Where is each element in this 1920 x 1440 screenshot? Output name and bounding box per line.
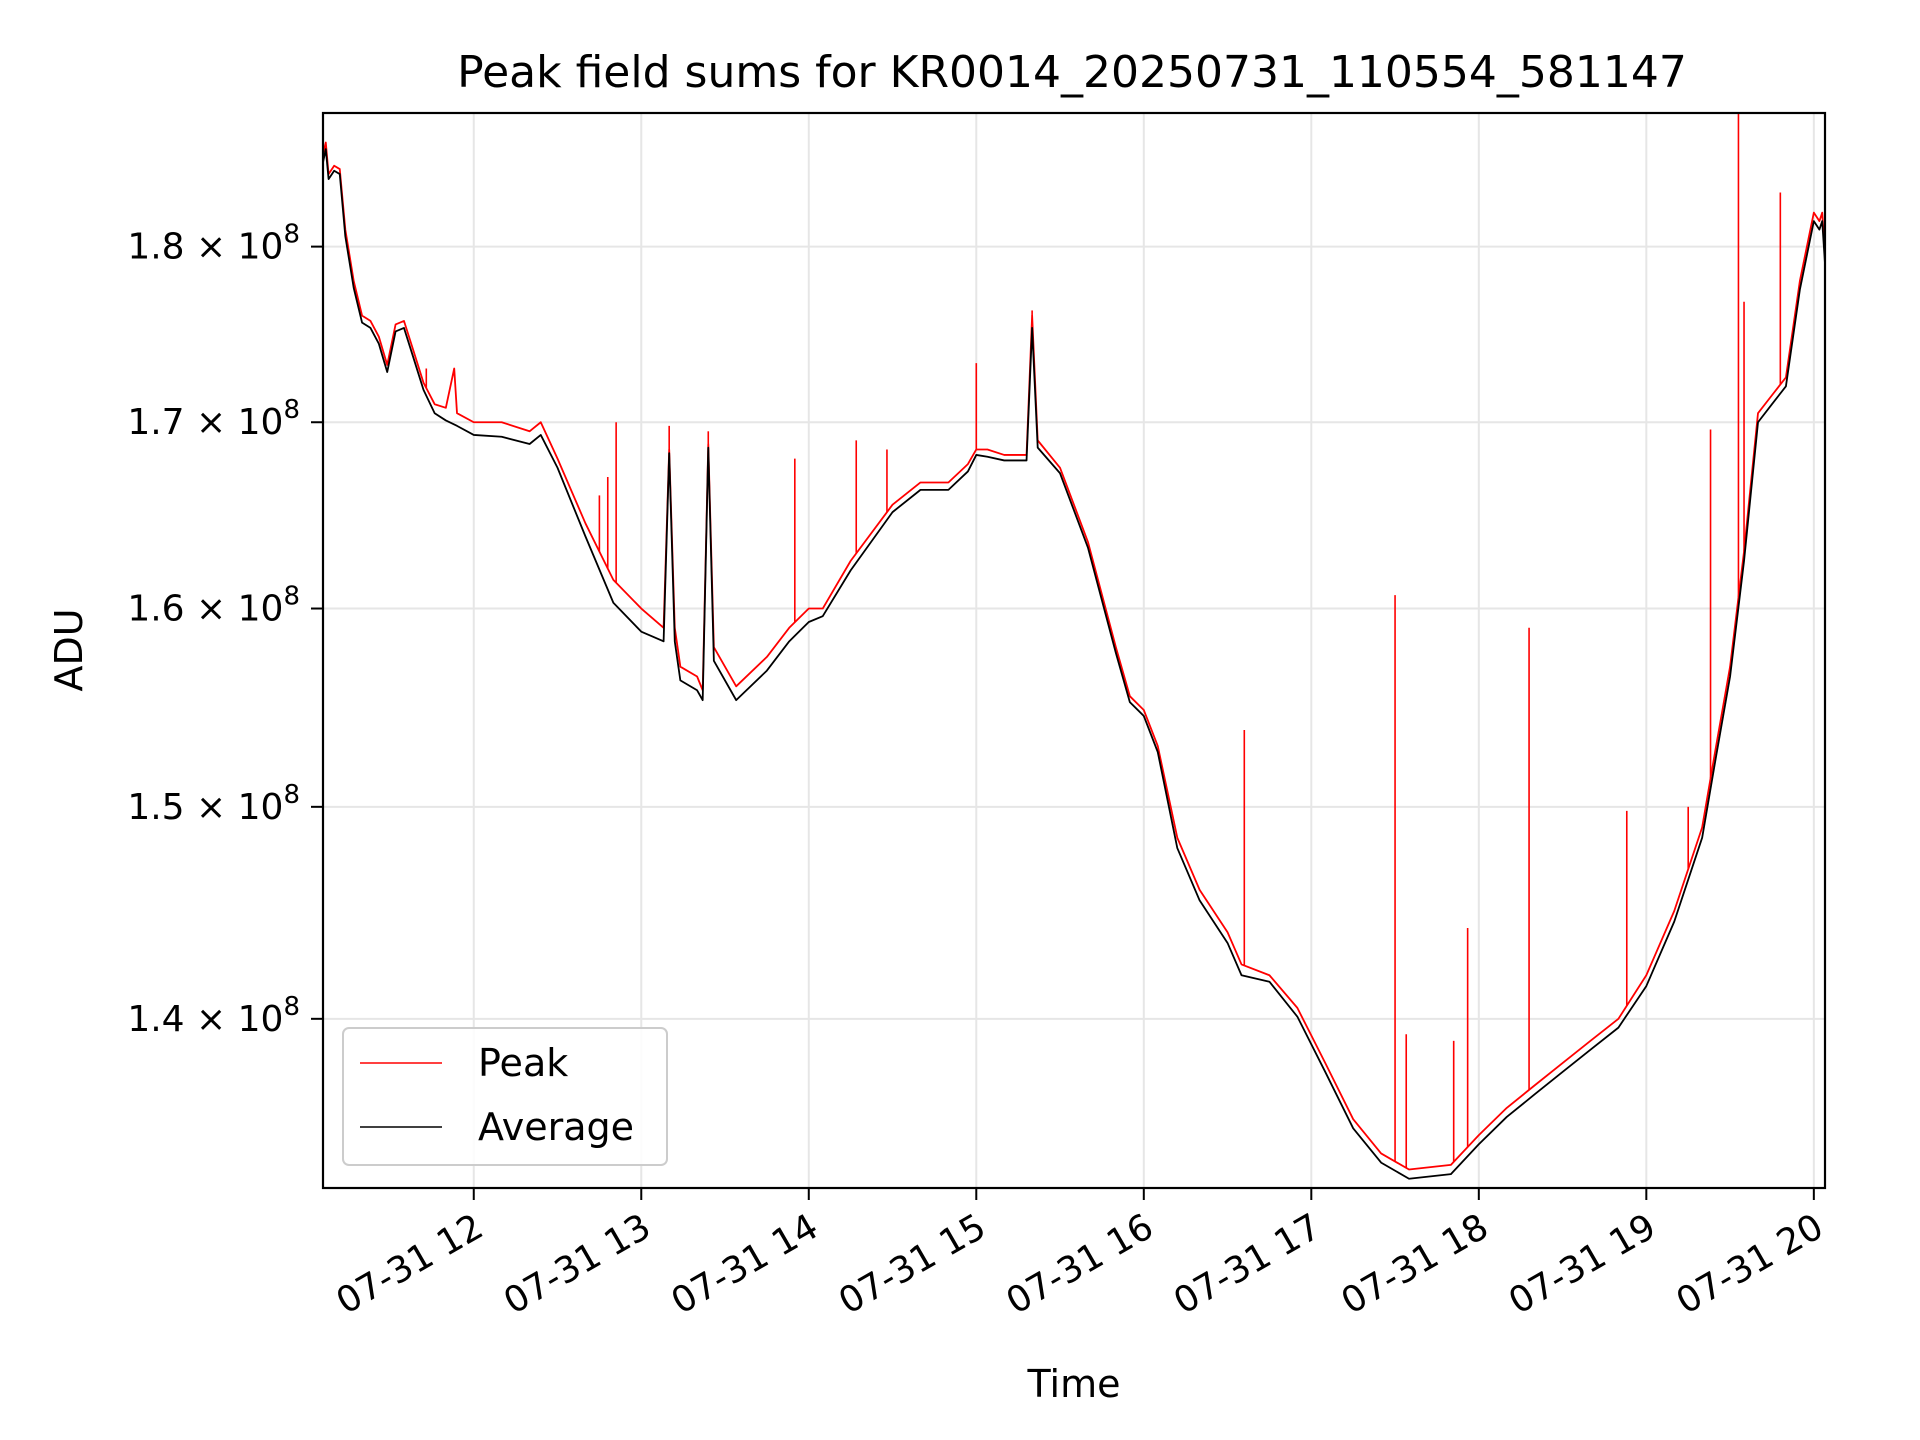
x-axis-label: Time — [1027, 1362, 1121, 1406]
y-tick-label-1: 1.5 × 108 — [127, 780, 300, 828]
y-tick-label-0: 1.4 × 108 — [127, 992, 300, 1040]
y-tick-label-2: 1.6 × 108 — [127, 582, 300, 630]
y-tick-label-3: 1.7 × 108 — [127, 395, 300, 443]
series-layer — [323, 113, 1825, 1180]
chart-title: Peak field sums for KR0014_20250731_1105… — [457, 47, 1687, 98]
legend: Peak Average — [342, 1027, 668, 1166]
y-axis: 1.4 × 108 1.5 × 108 1.6 × 108 1.7 × 108 1.8 … — [127, 220, 323, 1040]
plot-frame — [321, 111, 1827, 1190]
legend-peak-label: Peak — [478, 1041, 568, 1085]
y-axis-label: ADU — [47, 608, 91, 691]
series-line-average — [323, 148, 1825, 1180]
legend-average-label: Average — [478, 1105, 634, 1149]
series-line-peak — [323, 141, 1825, 1171]
y-tick-label-4: 1.8 × 108 — [127, 220, 300, 268]
grid — [323, 113, 1825, 1188]
